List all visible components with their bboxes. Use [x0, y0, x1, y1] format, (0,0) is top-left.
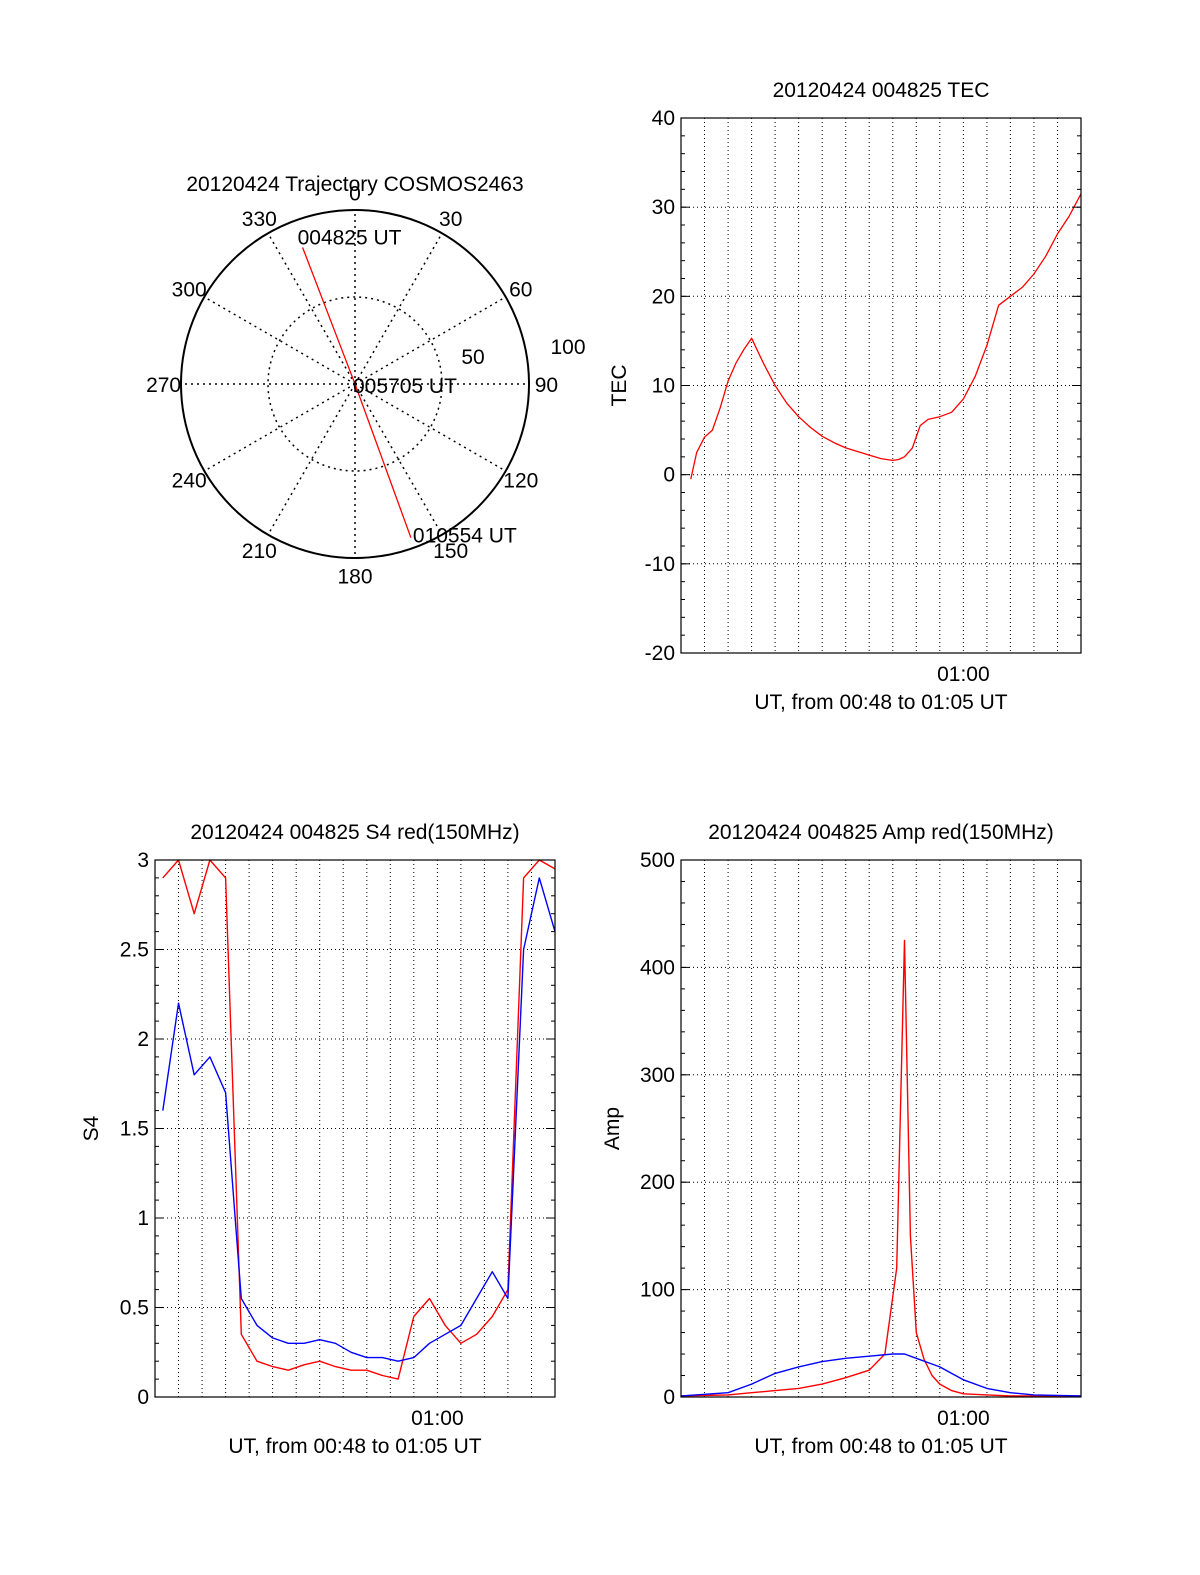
polar-spoke: [354, 383, 443, 536]
x-tick-label: 01:00: [937, 663, 990, 686]
y-tick-label: 3: [137, 849, 149, 872]
polar-azimuth-label: 90: [535, 374, 558, 397]
amp-title: 20120424 004825 Amp red(150MHz): [708, 821, 1054, 844]
x-tick-label: 01:00: [937, 1407, 990, 1430]
polar-azimuth-label: 120: [503, 470, 538, 493]
y-tick-label: 0.5: [120, 1297, 149, 1320]
tec-line-chart: 20120424 004825 TEC -20 -10 0 10 20 30 40 01:00…: [608, 79, 1082, 714]
x-axis-label: UT, from 00:48 to 01:05 UT: [754, 1435, 1007, 1458]
tec-title: 20120424 004825 TEC: [773, 79, 990, 102]
polar-ring-label: 100: [550, 336, 585, 359]
x-axis-label: UT, from 00:48 to 01:05 UT: [228, 1435, 481, 1458]
trajectory-start-label: 004825 UT: [298, 227, 402, 250]
y-tick-label: 200: [640, 1171, 675, 1194]
y-tick-label: 20: [652, 285, 675, 308]
polar-azimuth-label: 60: [509, 278, 532, 301]
polar-azimuth-label: 240: [172, 470, 207, 493]
y-tick-label: 2.5: [120, 939, 149, 962]
polar-azimuth-label: 30: [439, 208, 462, 231]
polar-spoke: [203, 383, 356, 472]
x-axis-label: UT, from 00:48 to 01:05 UT: [754, 691, 1007, 714]
amp-line-chart: 20120424 004825 Amp red(150MHz) 0 100 200 3…: [601, 821, 1082, 1458]
y-tick-label: 300: [640, 1064, 675, 1087]
y-tick-label: -20: [645, 642, 675, 665]
polar-ring-50: [267, 296, 443, 472]
polar-azimuth-label: 330: [242, 208, 277, 231]
polar-azimuth-label: 150: [433, 540, 468, 563]
y-tick-label: 1.5: [120, 1118, 149, 1141]
y-axis-label: S4: [80, 1115, 103, 1141]
trajectory-end-label: 010554 UT: [413, 525, 517, 548]
s4-line-chart: 20120424 004825 S4 red(150MHz) 0 0.5 1 1.5 2…: [80, 821, 556, 1458]
y-tick-label: 30: [652, 196, 675, 219]
s4-title: 20120424 004825 S4 red(150MHz): [190, 821, 519, 844]
y-tick-label: 0: [137, 1386, 149, 1409]
series-line: [162, 877, 556, 1362]
x-tick-label: 01:00: [411, 1407, 464, 1430]
polar-outer-ring: [180, 209, 530, 559]
y-tick-label: 40: [652, 107, 675, 130]
polar-azimuth-label: 180: [337, 565, 372, 588]
y-tick-label: 1: [137, 1207, 149, 1230]
polar-spoke: [267, 383, 356, 536]
polar-title: 20120424 Trajectory COSMOS2463: [186, 173, 523, 196]
polar-spoke: [203, 296, 356, 385]
trajectory-polar-plot: 20120424 Trajectory COSMOS2463 0 30 60 90 12…: [146, 173, 585, 588]
trajectory-mid-label: 005705 UT: [353, 375, 457, 398]
series-line: [680, 1353, 1082, 1397]
polar-ring-label: 50: [461, 346, 484, 369]
y-tick-label: 400: [640, 956, 675, 979]
polar-spoke: [354, 383, 507, 472]
polar-azimuth-label: 270: [146, 374, 181, 397]
y-tick-label: 0: [663, 1386, 675, 1409]
polar-azimuth-label: 0: [349, 183, 361, 206]
polar-azimuth-label: 210: [242, 540, 277, 563]
plot-frame: [680, 859, 1082, 1398]
series-line: [690, 193, 1082, 480]
y-tick-label: 0: [663, 464, 675, 487]
polar-spoke: [354, 232, 443, 385]
y-tick-label: 2: [137, 1028, 149, 1051]
y-axis-label: TEC: [608, 365, 631, 407]
polar-azimuth-label: 300: [172, 278, 207, 301]
y-tick-label: 100: [640, 1279, 675, 1302]
y-axis-label: Amp: [601, 1107, 624, 1150]
trajectory-line: [301, 247, 412, 538]
y-tick-label: -10: [645, 553, 675, 576]
y-tick-label: 500: [640, 849, 675, 872]
series-line: [680, 939, 1081, 1397]
polar-spoke: [354, 296, 507, 385]
y-tick-label: 10: [652, 375, 675, 398]
series-line: [162, 859, 556, 1380]
polar-spoke: [267, 232, 356, 385]
